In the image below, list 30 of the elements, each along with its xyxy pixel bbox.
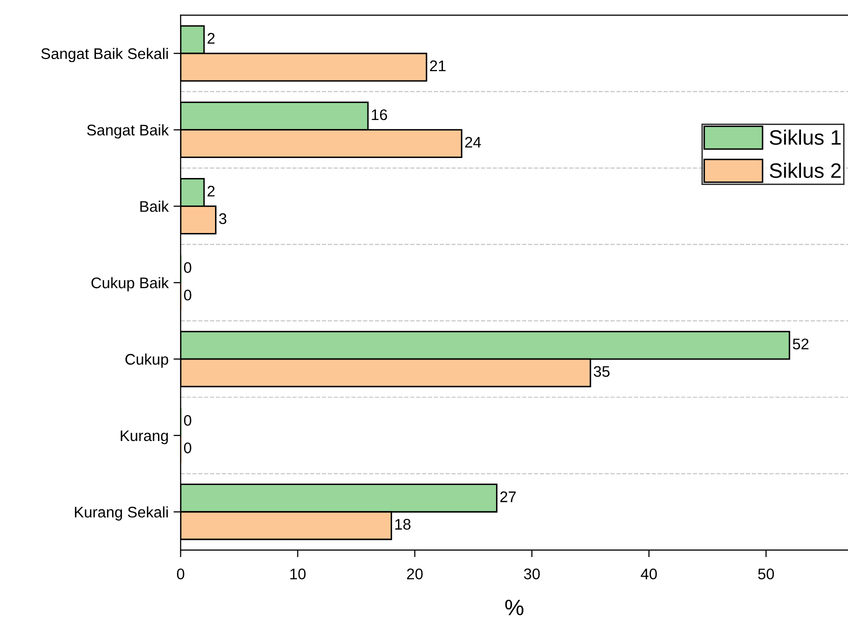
- x-tick-label: 0: [176, 568, 184, 580]
- y-tick-label: Sangat Baik Sekali: [41, 48, 168, 62]
- data-label: 3: [219, 213, 226, 224]
- legend-label: Siklus 1: [770, 130, 841, 145]
- data-label: 52: [792, 338, 808, 350]
- data-label: 0: [184, 414, 192, 426]
- x-tick-label: 30: [524, 568, 540, 580]
- data-label: 0: [184, 262, 192, 273]
- data-label: 21: [430, 60, 446, 72]
- data-label: 2: [208, 32, 215, 44]
- data-label: 18: [395, 518, 410, 530]
- y-tick-label: Cukup Baik: [91, 277, 169, 292]
- y-tick-label: Cukup: [125, 354, 168, 368]
- data-label: 0: [184, 442, 192, 454]
- x-tick-label: 10: [290, 568, 306, 580]
- legend-label: Siklus 2: [770, 162, 841, 178]
- data-label: 16: [372, 109, 388, 120]
- data-label: 24: [465, 136, 481, 148]
- y-tick-label: Kurang Sekali: [74, 506, 168, 521]
- y-tick-label: Kurang: [120, 430, 168, 444]
- x-tick-label: 40: [640, 568, 657, 580]
- y-tick-label: Baik: [140, 200, 169, 212]
- data-label: 2: [208, 186, 215, 196]
- x-tick-label: 50: [758, 568, 774, 580]
- y-tick-label: Sangat Baik: [87, 124, 169, 139]
- data-label: 35: [594, 366, 610, 377]
- data-label: 0: [184, 290, 192, 300]
- data-label: 27: [500, 491, 516, 502]
- x-axis-title: %: [505, 600, 524, 616]
- x-tick-label: 20: [407, 568, 423, 580]
